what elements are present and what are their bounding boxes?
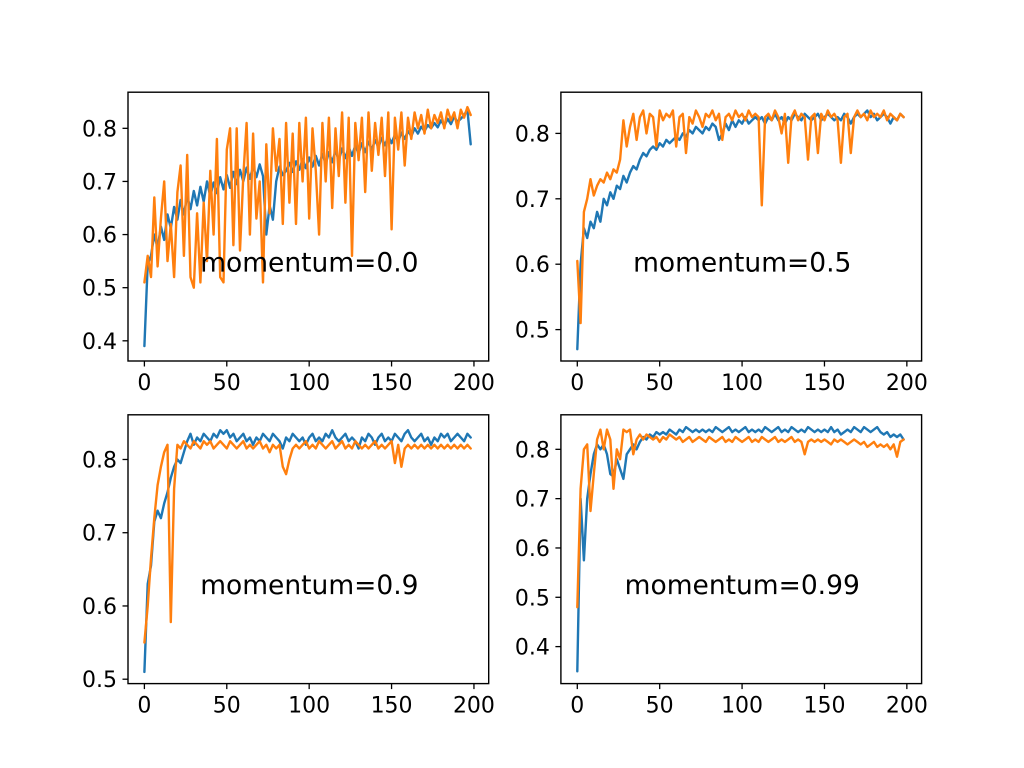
y-tick-label: 0.5 — [82, 668, 117, 693]
x-tick-label: 100 — [721, 694, 763, 719]
x-tick-label: 50 — [646, 694, 674, 719]
x-tick-label: 100 — [288, 694, 330, 719]
subplot-momentum=0.0: 0 50 100 150 200 0.4 0.5 0.6 0.7 0.8 momentum=0.0 — [82, 91, 495, 396]
annotation-label: momentum=0.0 — [200, 247, 418, 278]
annotation-label: momentum=0.5 — [633, 247, 851, 278]
series-line-line1 — [576, 425, 905, 673]
y-tick-label: 0.7 — [82, 170, 117, 195]
y-tick-label: 0.4 — [515, 636, 550, 661]
x-tick-label: 200 — [886, 371, 928, 396]
y-tick-label: 0.7 — [82, 522, 117, 547]
x-tick-label: 100 — [288, 371, 330, 396]
subplot-momentum=0.9: 0 50 100 150 200 0.5 0.6 0.7 0.8 momentum=0.9 — [82, 414, 495, 719]
series-line-line2 — [576, 428, 905, 609]
y-tick-label: 0.6 — [515, 253, 550, 278]
axes-frame — [560, 91, 923, 362]
y-tick-label: 0.8 — [515, 438, 550, 463]
x-tick-label: 150 — [803, 694, 845, 719]
axes-frame — [127, 91, 490, 362]
y-tick-label: 0.8 — [515, 122, 550, 147]
y-tick-label: 0.8 — [82, 448, 117, 473]
annotation-label: momentum=0.9 — [200, 570, 418, 601]
x-tick-label: 50 — [213, 694, 241, 719]
axes-frame — [127, 414, 490, 685]
x-tick-label: 150 — [371, 694, 413, 719]
x-tick-label: 0 — [137, 694, 151, 719]
x-tick-label: 150 — [371, 371, 413, 396]
x-tick-label: 150 — [803, 371, 845, 396]
x-tick-label: 0 — [570, 371, 584, 396]
axes-frame — [560, 414, 923, 685]
series-line-line2 — [576, 109, 905, 325]
subplot-momentum=0.99: 0 50 100 150 200 0.4 0.5 0.6 0.7 0.8 momentum=0.99 — [515, 414, 928, 719]
y-tick-label: 0.5 — [515, 586, 550, 611]
series-line-line1 — [143, 429, 472, 674]
subplot-momentum=0.5: 0 50 100 150 200 0.5 0.6 0.7 0.8 momentum=0.5 — [515, 91, 928, 396]
x-tick-label: 0 — [137, 371, 151, 396]
x-tick-label: 200 — [453, 371, 495, 396]
annotation-label: momentum=0.99 — [625, 570, 860, 601]
series-line-line2 — [143, 440, 472, 644]
series-line-line2 — [143, 105, 472, 289]
y-tick-label: 0.4 — [82, 330, 117, 355]
x-tick-label: 200 — [453, 694, 495, 719]
y-tick-label: 0.6 — [82, 224, 117, 249]
y-tick-label: 0.7 — [515, 488, 550, 513]
x-tick-label: 200 — [886, 694, 928, 719]
x-tick-label: 50 — [213, 371, 241, 396]
y-tick-label: 0.8 — [82, 117, 117, 142]
y-tick-label: 0.5 — [515, 319, 550, 344]
y-tick-label: 0.6 — [515, 537, 550, 562]
y-tick-label: 0.7 — [515, 188, 550, 213]
y-tick-label: 0.5 — [82, 277, 117, 302]
x-tick-label: 0 — [570, 694, 584, 719]
x-tick-label: 50 — [646, 371, 674, 396]
x-tick-label: 100 — [721, 371, 763, 396]
y-tick-label: 0.6 — [82, 595, 117, 620]
